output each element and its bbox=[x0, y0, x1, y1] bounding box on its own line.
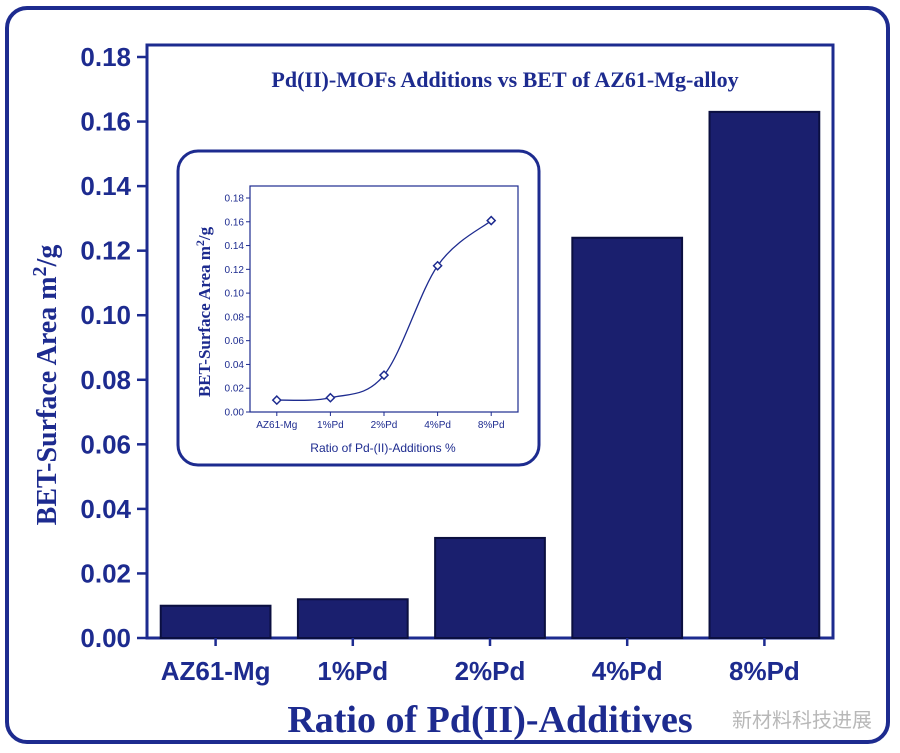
x-axis-title: Ratio of Pd(II)-Additives bbox=[287, 699, 692, 741]
inset-y-tick-label: 0.02 bbox=[225, 384, 245, 395]
x-tick-label: 8%Pd bbox=[729, 656, 800, 686]
y-tick-label: 0.16 bbox=[80, 107, 131, 137]
chart-frame bbox=[5, 6, 890, 744]
inset-x-tick-label: 8%Pd bbox=[478, 420, 505, 431]
inset-y-tick-label: 0.16 bbox=[225, 217, 245, 228]
y-tick-label: 0.18 bbox=[80, 42, 131, 72]
inset-y-tick-label: 0.04 bbox=[225, 360, 245, 371]
inset-y-tick-label: 0.08 bbox=[225, 312, 245, 323]
inset-x-tick-label: 1%Pd bbox=[317, 420, 344, 431]
inset-points bbox=[271, 215, 497, 406]
inset-y-ticks: 0.00 0.02 0.04 0.06 0.08 0.10 0.12 0.14 0.16 0.18 bbox=[225, 194, 250, 419]
x-tick-label: 2%Pd bbox=[455, 656, 526, 686]
bar-8%Pd bbox=[708, 110, 821, 640]
bar-2%Pd bbox=[434, 536, 546, 640]
x-tick-label: 4%Pd bbox=[592, 656, 663, 686]
watermark-text: 新材料科技进展 bbox=[732, 708, 872, 732]
y-axis-title: BET-Surface Area m2/g bbox=[29, 245, 63, 526]
y-tick-label: 0.10 bbox=[80, 300, 131, 330]
inset-x-tick-label: 2%Pd bbox=[371, 420, 398, 431]
bar-1%Pd bbox=[296, 598, 409, 639]
inset-y-tick-label: 0.18 bbox=[225, 194, 245, 205]
inset-x-ticks: AZ61-Mg 1%Pd 2%Pd 4%Pd 8%Pd bbox=[256, 412, 505, 431]
inset-chart: 0.00 0.02 0.04 0.06 0.08 0.10 0.12 0.14 0.16 0.18… bbox=[176, 149, 541, 467]
inset-y-tick-label: 0.14 bbox=[225, 241, 245, 252]
y-tick-label: 0.14 bbox=[80, 171, 131, 201]
y-tick-label: 0.12 bbox=[80, 236, 131, 266]
inset-y-axis-title-sup: 2 bbox=[193, 240, 207, 246]
y-tick-label: 0.06 bbox=[80, 429, 131, 459]
inset-x-tick-label: 4%Pd bbox=[424, 420, 451, 431]
inset-y-axis-title-tail: /g bbox=[195, 226, 214, 241]
inset-y-tick-label: 0.00 bbox=[225, 408, 245, 419]
inset-point-4%Pd bbox=[432, 260, 443, 271]
inset-series-line bbox=[276, 220, 492, 401]
inset-point-2%Pd bbox=[378, 370, 390, 381]
y-tick-label: 0.00 bbox=[80, 623, 131, 653]
main-plot-area: 0.00 0.02 0.04 0.06 0.08 0.10 0.12 0.14 0.16 0.18… bbox=[80, 42, 835, 686]
x-tick-label: 1%Pd bbox=[317, 656, 388, 686]
x-tick-label: AZ61-Mg bbox=[161, 656, 271, 686]
inset-point-AZ61-Mg bbox=[271, 395, 282, 406]
chart-title: Pd(II)-MOFs Additions vs BET of AZ61-Mg-… bbox=[271, 67, 738, 92]
inset-x-axis-title: Ratio of Pd-(II)-Additions % bbox=[310, 441, 456, 455]
inset-point-1%Pd bbox=[325, 392, 336, 403]
y-axis-title-sup: 2 bbox=[29, 266, 51, 276]
bars bbox=[159, 110, 821, 640]
inset-y-tick-label: 0.10 bbox=[225, 289, 245, 300]
inset-y-axis-title: BET-Surface Area m2/g bbox=[193, 226, 214, 397]
inset-y-tick-label: 0.12 bbox=[225, 265, 245, 276]
y-tick-label: 0.08 bbox=[80, 365, 131, 395]
inset-x-tick-label: AZ61-Mg bbox=[256, 420, 297, 431]
x-ticks: AZ61-Mg 1%Pd 2%Pd 4%Pd 8%Pd bbox=[161, 638, 800, 686]
y-ticks: 0.00 0.02 0.04 0.06 0.08 0.10 0.12 0.14 0.16 0.18 bbox=[80, 42, 147, 653]
inset-y-axis-title-main: BET-Surface Area m bbox=[195, 246, 214, 397]
y-tick-label: 0.04 bbox=[80, 494, 131, 524]
bar-4%Pd bbox=[571, 236, 684, 639]
inset-frame bbox=[176, 149, 541, 467]
y-axis-title-tail: /g bbox=[32, 245, 63, 268]
inset-point-8%Pd bbox=[486, 215, 497, 226]
y-axis-title-main: BET-Surface Area m bbox=[32, 276, 63, 525]
y-tick-label: 0.02 bbox=[80, 558, 131, 588]
bar-AZ61-Mg bbox=[159, 604, 272, 640]
inset-y-tick-label: 0.06 bbox=[225, 336, 245, 347]
